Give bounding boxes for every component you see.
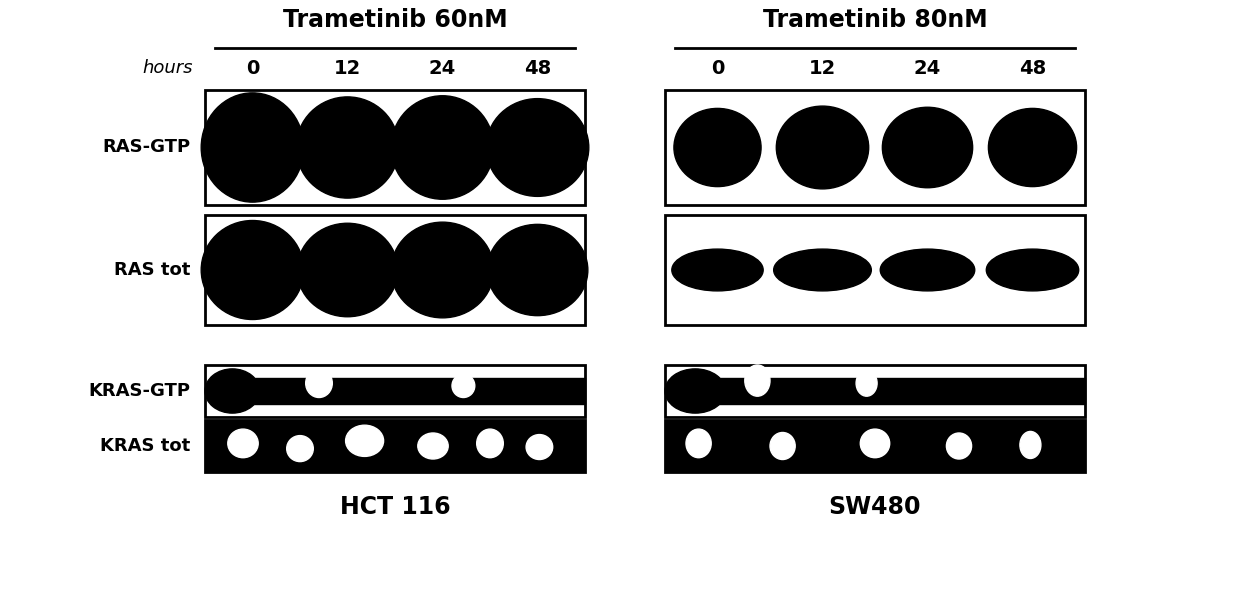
Bar xyxy=(665,215,1085,325)
Bar xyxy=(665,365,1085,417)
Ellipse shape xyxy=(883,107,972,188)
Ellipse shape xyxy=(486,98,589,196)
Ellipse shape xyxy=(880,249,975,291)
Text: Trametinib 80nM: Trametinib 80nM xyxy=(763,8,987,32)
Text: SW480: SW480 xyxy=(828,495,921,519)
Text: Trametinib 60nM: Trametinib 60nM xyxy=(283,8,507,32)
Text: KRAS-GTP: KRAS-GTP xyxy=(88,382,190,400)
Bar xyxy=(680,378,1085,404)
Ellipse shape xyxy=(673,108,761,187)
Ellipse shape xyxy=(286,435,314,461)
Ellipse shape xyxy=(672,249,763,291)
Text: 24: 24 xyxy=(429,58,456,77)
Ellipse shape xyxy=(745,365,770,396)
Ellipse shape xyxy=(391,95,494,199)
Text: HCT 116: HCT 116 xyxy=(340,495,450,519)
Bar xyxy=(665,420,1085,472)
Ellipse shape xyxy=(298,223,398,317)
Bar xyxy=(218,378,585,404)
Ellipse shape xyxy=(453,374,475,398)
Ellipse shape xyxy=(201,221,304,319)
Ellipse shape xyxy=(776,106,869,189)
Ellipse shape xyxy=(1021,432,1040,458)
Ellipse shape xyxy=(306,369,332,398)
Ellipse shape xyxy=(296,97,399,198)
Ellipse shape xyxy=(418,433,448,459)
Text: hours: hours xyxy=(143,59,193,77)
Text: 0: 0 xyxy=(246,58,259,77)
Ellipse shape xyxy=(205,369,259,413)
Ellipse shape xyxy=(391,222,494,318)
Text: 0: 0 xyxy=(711,58,724,77)
Ellipse shape xyxy=(476,429,503,458)
Text: 48: 48 xyxy=(1019,58,1047,77)
Bar xyxy=(205,365,585,417)
Bar xyxy=(205,420,585,472)
Ellipse shape xyxy=(228,429,258,458)
Ellipse shape xyxy=(487,224,588,316)
Ellipse shape xyxy=(946,433,972,459)
Ellipse shape xyxy=(686,429,712,458)
Ellipse shape xyxy=(770,432,795,460)
Ellipse shape xyxy=(526,435,553,460)
Text: RAS-GTP: RAS-GTP xyxy=(102,139,190,156)
Text: 48: 48 xyxy=(523,58,551,77)
Text: RAS tot: RAS tot xyxy=(114,261,190,279)
Ellipse shape xyxy=(665,369,725,413)
Text: KRAS tot: KRAS tot xyxy=(99,437,190,455)
Ellipse shape xyxy=(861,429,890,458)
Ellipse shape xyxy=(988,108,1076,187)
Text: 12: 12 xyxy=(334,58,361,77)
Bar xyxy=(665,90,1085,205)
Bar xyxy=(205,90,585,205)
Ellipse shape xyxy=(201,93,304,202)
Bar xyxy=(205,215,585,325)
Text: 24: 24 xyxy=(914,58,941,77)
Ellipse shape xyxy=(856,370,877,396)
Ellipse shape xyxy=(346,425,383,457)
Text: 12: 12 xyxy=(808,58,836,77)
Ellipse shape xyxy=(986,249,1079,291)
Ellipse shape xyxy=(774,249,872,291)
